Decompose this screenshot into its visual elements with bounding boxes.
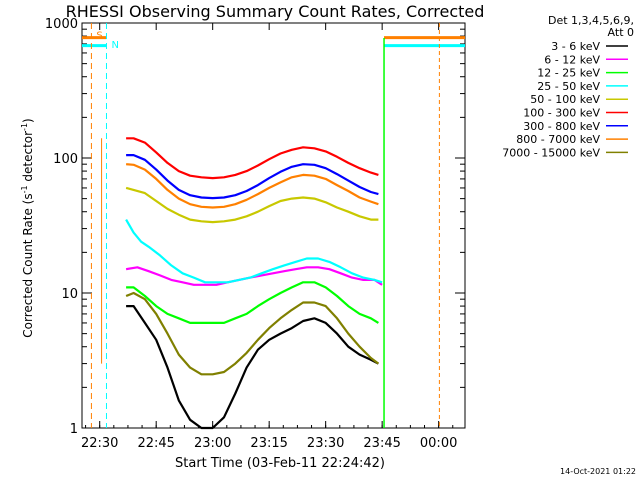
y-tick-label: 10 — [61, 287, 78, 302]
legend-label: 7000 - 15000 keV — [502, 146, 600, 159]
legend-label: 300 - 800 keV — [523, 120, 600, 133]
plot-series — [125, 137, 383, 430]
series-line — [126, 163, 379, 209]
series-line — [126, 281, 379, 324]
footer-timestamp: 14-Oct-2021 01:22 — [560, 467, 636, 476]
y-axis-label-sup2: -1 — [20, 123, 29, 131]
x-tick-label: 23:45 — [363, 436, 400, 451]
series-line — [125, 291, 380, 376]
x-tick-label: 22:30 — [81, 436, 118, 451]
y-tick-label: 1 — [70, 422, 78, 437]
plot-markers: SN — [82, 23, 465, 428]
x-tick-label: 23:00 — [194, 436, 231, 451]
y-axis-label-sup1: -1 — [20, 185, 29, 193]
legend-label: 100 - 300 keV — [523, 107, 600, 120]
x-axis-label: Start Time (03-Feb-11 22:24:42) — [175, 456, 385, 471]
legend-label: 800 - 7000 keV — [516, 133, 600, 146]
legend-label: 3 - 6 keV — [551, 40, 600, 53]
x-tick-label: 23:15 — [250, 436, 287, 451]
y-axis-label-main: Corrected Count Rate (s — [21, 193, 35, 337]
y-axis-label-end: ) — [21, 118, 35, 123]
marker-label: S — [96, 31, 102, 42]
legend-header-line2: Att 0 — [608, 26, 634, 39]
legend-label: 25 - 50 keV — [537, 80, 600, 93]
x-tick-label: 22:45 — [137, 436, 174, 451]
chart-title: RHESSI Observing Summary Count Rates, Co… — [66, 2, 485, 21]
x-tick-label: 00:00 — [420, 436, 457, 451]
legend-header-line1: Det 1,3,4,5,6,9, — [548, 14, 634, 27]
series-line — [125, 219, 383, 284]
series-line — [126, 137, 379, 180]
y-axis-label-mid: detector — [21, 131, 35, 186]
legend-label: 50 - 100 keV — [530, 93, 600, 106]
plot-axes: 22:30 22:45 23:00 23:15 23:30 23:45 00:00 1 10 10… — [45, 17, 466, 451]
marker-label: N — [111, 40, 118, 51]
y-tick-label: 1000 — [45, 17, 78, 32]
series-line — [126, 154, 379, 200]
y-axis-label: Corrected Count Rate (s-1 detector-1) — [20, 118, 35, 337]
legend-label: 12 - 25 keV — [537, 67, 600, 80]
x-tick-label: 23:30 — [307, 436, 344, 451]
series-line — [125, 186, 379, 224]
y-tick-label: 100 — [53, 152, 78, 167]
series-line — [126, 305, 379, 430]
plot-frame — [81, 22, 466, 429]
legend-label: 6 - 12 keV — [544, 53, 600, 66]
